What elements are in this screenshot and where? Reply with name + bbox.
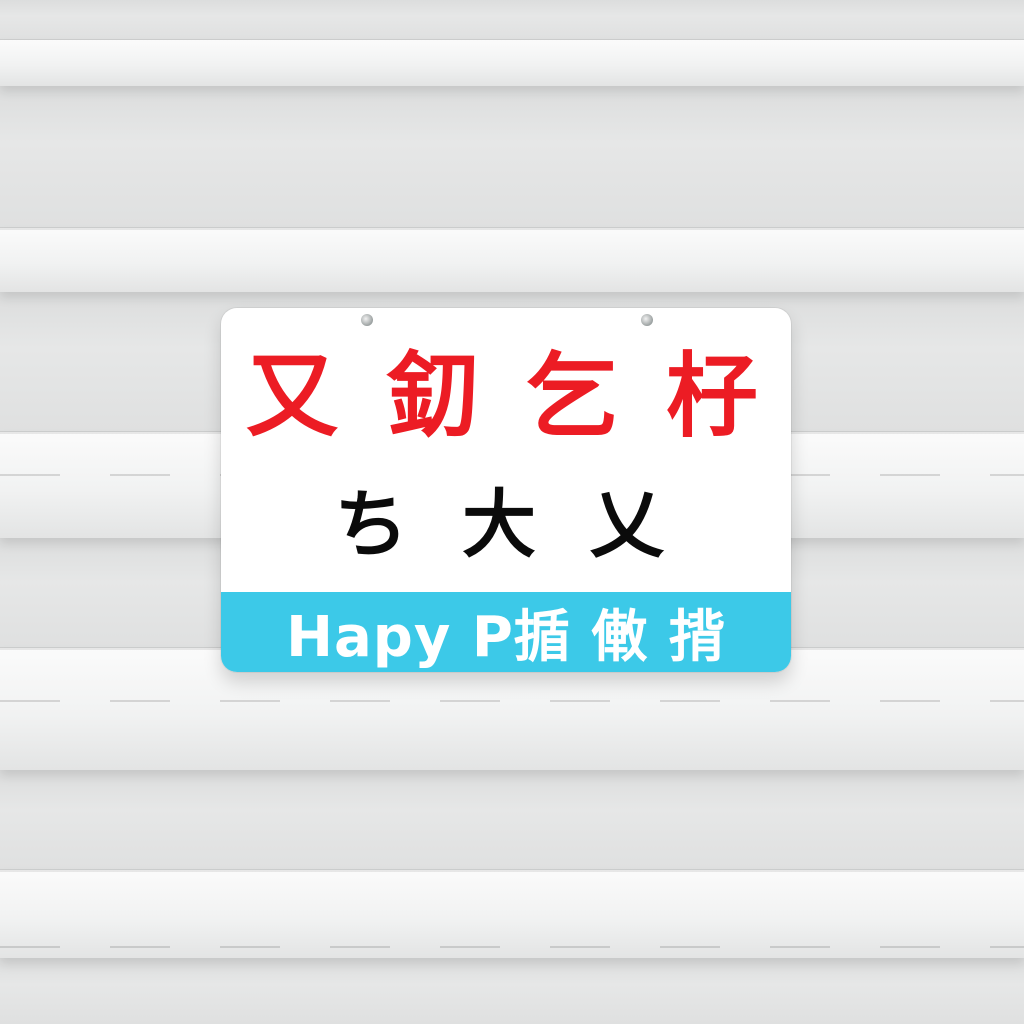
back-wall [0,0,1024,40]
back-wall [0,86,1024,228]
sign-subheading: ち 大 乂 [334,481,678,568]
shelf-edge [0,870,1024,872]
sign-banner: Hapy P揗 僌 揹 [221,592,791,672]
screw-icon [361,314,373,326]
shelf [0,228,1024,292]
shelf-label-strip [0,700,1024,702]
shelf-label-strip [0,946,1024,948]
screw-icon [641,314,653,326]
sign-banner-text: Hapy P揗 僌 揹 [286,604,726,670]
shelf-edge [0,228,1024,230]
shelf [0,40,1024,86]
sign-heading: 又 釖 乞 杍 [245,342,767,450]
back-wall [0,770,1024,870]
shelf [0,870,1024,958]
shelf-sign: 又 釖 乞 杍 ち 大 乂 Hapy P揗 僌 揹 [221,308,791,672]
back-wall [0,958,1024,1024]
